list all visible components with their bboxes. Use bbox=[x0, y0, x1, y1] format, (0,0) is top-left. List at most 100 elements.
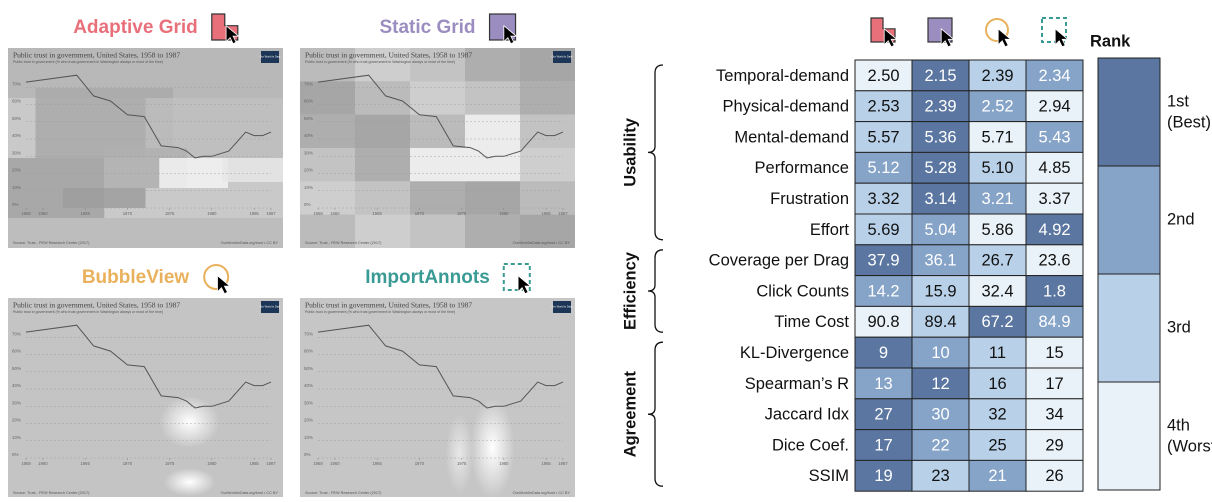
cell-value: 5.71 bbox=[981, 128, 1013, 146]
overlay bbox=[465, 81, 520, 114]
inset-subtitle: Public trust in government (% who trust … bbox=[305, 60, 455, 64]
inset-x-tick-label: 1958 bbox=[313, 461, 323, 466]
overlay bbox=[410, 81, 465, 114]
inset-y-tick-label: 0% bbox=[12, 202, 19, 207]
inset-y-tick-label: 40% bbox=[304, 383, 313, 388]
row-label: Time Cost bbox=[774, 313, 849, 331]
inset-x-tick-label: 1970 bbox=[415, 211, 425, 216]
cell-value: 34 bbox=[1045, 406, 1063, 424]
inset-y-tick-label: 50% bbox=[304, 366, 313, 371]
method-icon bbox=[986, 19, 1011, 47]
group-label: Usability bbox=[621, 117, 639, 187]
overlay bbox=[63, 188, 146, 208]
row-label: Click Counts bbox=[756, 282, 849, 300]
inset-subtitle: Public trust in government (% who trust … bbox=[13, 310, 163, 314]
inset-x-tick-label: 1985 bbox=[541, 461, 551, 466]
row-label: Performance bbox=[755, 159, 849, 177]
cell-value: 5.69 bbox=[867, 221, 899, 239]
legend-label: 3rd bbox=[1167, 318, 1191, 336]
cell-value: 14.2 bbox=[867, 282, 899, 300]
inset-y-tick-label: 20% bbox=[12, 168, 21, 173]
overlay-glow bbox=[471, 398, 515, 497]
inset-x-tick-label: 1970 bbox=[123, 211, 133, 216]
group-label: Efficiency bbox=[621, 251, 639, 330]
legend-title: Rank bbox=[1090, 32, 1131, 50]
overlay bbox=[465, 181, 520, 214]
overlay bbox=[520, 81, 575, 114]
inset-license: OurWorldInData.org/trust • CC BY bbox=[221, 241, 279, 245]
cell-value: 30 bbox=[931, 406, 949, 424]
overlay bbox=[355, 115, 410, 148]
cell-value: 12 bbox=[931, 375, 949, 393]
overlay bbox=[355, 181, 410, 214]
inset-y-tick-label: 30% bbox=[304, 150, 313, 155]
inset-x-tick-label: 1980 bbox=[499, 461, 509, 466]
overlay-glow bbox=[164, 468, 216, 496]
cell-value: 3.21 bbox=[981, 190, 1013, 208]
inset-x-tick-label: 1980 bbox=[207, 461, 217, 466]
page: Adaptive GridPublic trust in government,… bbox=[0, 0, 1212, 497]
inset-y-tick-label: 60% bbox=[12, 99, 21, 104]
row-label: KL-Divergence bbox=[740, 344, 849, 362]
cell-value: 25 bbox=[988, 436, 1006, 454]
cell-value: 2.52 bbox=[981, 98, 1013, 116]
cell-value: 2.39 bbox=[924, 98, 956, 116]
figure: Adaptive GridPublic trust in government,… bbox=[0, 0, 1212, 497]
overlay bbox=[465, 148, 520, 181]
inset-x-tick-label: 1975 bbox=[457, 211, 467, 216]
cell-value: 5.10 bbox=[981, 159, 1013, 177]
inset-source: Source: Trust - PEW Research Center (201… bbox=[13, 491, 90, 495]
cell-value: 89.4 bbox=[924, 313, 956, 331]
cell-value: 2.34 bbox=[1038, 67, 1070, 85]
inset-y-tick-label: 10% bbox=[304, 435, 313, 440]
inset-title: Public trust in government, United State… bbox=[305, 51, 472, 60]
overlay bbox=[465, 48, 520, 81]
row-label: Mental-demand bbox=[734, 128, 849, 146]
overlay-glow bbox=[446, 414, 474, 494]
inset-y-tick-label: 60% bbox=[304, 99, 313, 104]
cell-value: 32 bbox=[988, 406, 1006, 424]
cell-value: 2.53 bbox=[867, 98, 899, 116]
method-icon bbox=[1042, 18, 1068, 47]
cell-value: 29 bbox=[1045, 436, 1063, 454]
cell-value: 84.9 bbox=[1038, 313, 1070, 331]
cell-value: 23 bbox=[931, 467, 949, 485]
inset-y-tick-label: 40% bbox=[304, 133, 313, 138]
group-brace bbox=[648, 65, 663, 240]
inset-y-tick-label: 10% bbox=[304, 185, 313, 190]
row-label: Jaccard Idx bbox=[765, 406, 850, 424]
inset-x-tick-label: 1965 bbox=[372, 211, 382, 216]
cell-value: 15.9 bbox=[924, 282, 956, 300]
row-label: SSIM bbox=[809, 467, 849, 485]
overlay bbox=[410, 148, 465, 181]
inset-y-tick-label: 40% bbox=[12, 383, 21, 388]
cell-value: 5.28 bbox=[924, 159, 956, 177]
method-icon bbox=[928, 18, 954, 47]
inset-y-tick-label: 50% bbox=[12, 366, 21, 371]
panel-title: BubbleView bbox=[82, 267, 190, 288]
legend-swatch bbox=[1098, 274, 1160, 382]
group-brace bbox=[648, 342, 663, 486]
inset-x-tick-label: 1975 bbox=[165, 461, 175, 466]
inset-y-tick-label: 30% bbox=[304, 400, 313, 405]
inset-y-tick-label: 0% bbox=[304, 452, 311, 457]
inset-y-tick-label: 50% bbox=[12, 116, 21, 121]
inset-y-tick-label: 70% bbox=[304, 331, 313, 336]
inset-x-tick-label: 1960 bbox=[38, 461, 48, 466]
cell-value: 5.36 bbox=[924, 128, 956, 146]
inset-y-tick-label: 10% bbox=[12, 435, 21, 440]
cell-value: 3.32 bbox=[867, 190, 899, 208]
inset-x-tick-label: 1965 bbox=[80, 461, 90, 466]
cell-value: 90.8 bbox=[867, 313, 899, 331]
cell-value: 3.37 bbox=[1038, 190, 1070, 208]
cursor bbox=[518, 276, 531, 294]
cell-value: 23.6 bbox=[1038, 252, 1070, 270]
cell-value: 5.43 bbox=[1038, 128, 1070, 146]
inset-title: Public trust in government, United State… bbox=[305, 301, 472, 310]
inset-chart: Public trust in government, United State… bbox=[300, 48, 575, 248]
overlay bbox=[410, 215, 465, 248]
inset-source: Source: Trust - PEW Research Center (201… bbox=[305, 241, 382, 245]
inset-y-tick-label: 30% bbox=[12, 400, 21, 405]
row-label: Temporal-demand bbox=[716, 67, 849, 85]
cell-value: 27 bbox=[874, 406, 892, 424]
